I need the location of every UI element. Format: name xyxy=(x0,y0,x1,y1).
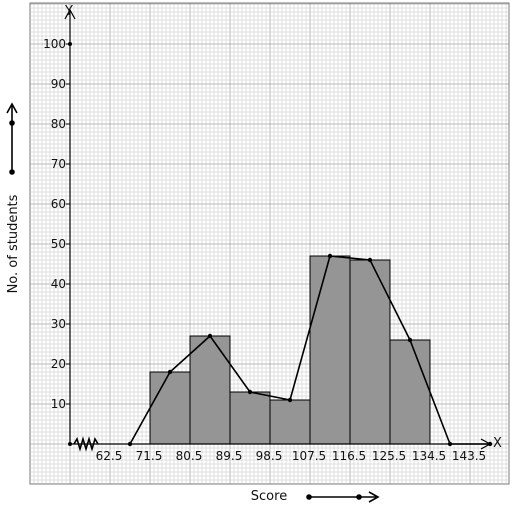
x-tick-label: 116.5 xyxy=(332,449,366,463)
y-tick-label: 50 xyxy=(51,237,66,251)
frequency-polygon-point xyxy=(487,441,493,447)
y-direction-arrow xyxy=(6,102,18,175)
histogram-bars xyxy=(149,255,431,445)
frequency-polygon-point xyxy=(407,337,413,343)
frequency-polygon-point xyxy=(247,389,253,395)
x-tick-label: 107.5 xyxy=(292,449,326,463)
axes xyxy=(64,8,492,452)
x-axis-letter: X xyxy=(493,436,502,451)
histogram-bar xyxy=(309,255,351,445)
frequency-polygon-point xyxy=(287,397,293,403)
x-tick-label: 125.5 xyxy=(372,449,406,463)
frequency-polygon-point xyxy=(167,369,173,375)
y-tick-label: 100 xyxy=(43,37,66,51)
y-axis-letter: Y xyxy=(64,4,73,19)
frequency-polygon xyxy=(127,253,493,447)
y-tick-label: 80 xyxy=(51,117,66,131)
x-tick-label: 71.5 xyxy=(136,449,163,463)
origin-point xyxy=(68,442,72,446)
histogram-bar xyxy=(189,335,231,445)
x-tick-label: 98.5 xyxy=(256,449,283,463)
y-tick-label: 40 xyxy=(51,277,66,291)
frequency-polygon-point xyxy=(127,441,133,447)
histogram-bar xyxy=(349,259,391,445)
frequency-polygon-line xyxy=(129,255,490,445)
y-tick-label: 90 xyxy=(51,77,66,91)
y-tick-label: 60 xyxy=(51,197,66,211)
x-axis-break-zigzag xyxy=(73,436,99,452)
x-tick-label: 143.5 xyxy=(452,449,486,463)
y-axis-title: No. of students xyxy=(6,194,21,293)
x-direction-arrow xyxy=(306,491,380,503)
y-axis-arrowhead xyxy=(64,8,76,20)
y-tick-label: 10 xyxy=(51,397,66,411)
frequency-polygon-point xyxy=(207,333,213,339)
y-tick-label: 30 xyxy=(51,317,66,331)
x-tick-label: 62.5 xyxy=(96,449,123,463)
frequency-polygon-point xyxy=(367,257,373,263)
x-tick-label: 80.5 xyxy=(176,449,203,463)
histogram-bar xyxy=(229,391,271,445)
x-tick-label: 134.5 xyxy=(412,449,446,463)
histogram-bar xyxy=(389,339,431,445)
y-tick-labels: 10 20 30 40 50 60 70 80 90 100 xyxy=(43,37,66,411)
frequency-polygon-point xyxy=(447,441,453,447)
x-tick-labels: 62.5 71.5 80.5 89.5 98.5 107.5 116.5 125.5 134.5… xyxy=(96,449,487,463)
x-tick-label: 89.5 xyxy=(216,449,243,463)
frequency-polygon-point xyxy=(327,253,333,259)
x-axis-title: Score xyxy=(251,489,287,504)
y-tick-label: 20 xyxy=(51,357,66,371)
histogram-bar xyxy=(149,371,191,445)
y-tick-label: 70 xyxy=(51,157,66,171)
histogram-bar xyxy=(269,399,311,445)
